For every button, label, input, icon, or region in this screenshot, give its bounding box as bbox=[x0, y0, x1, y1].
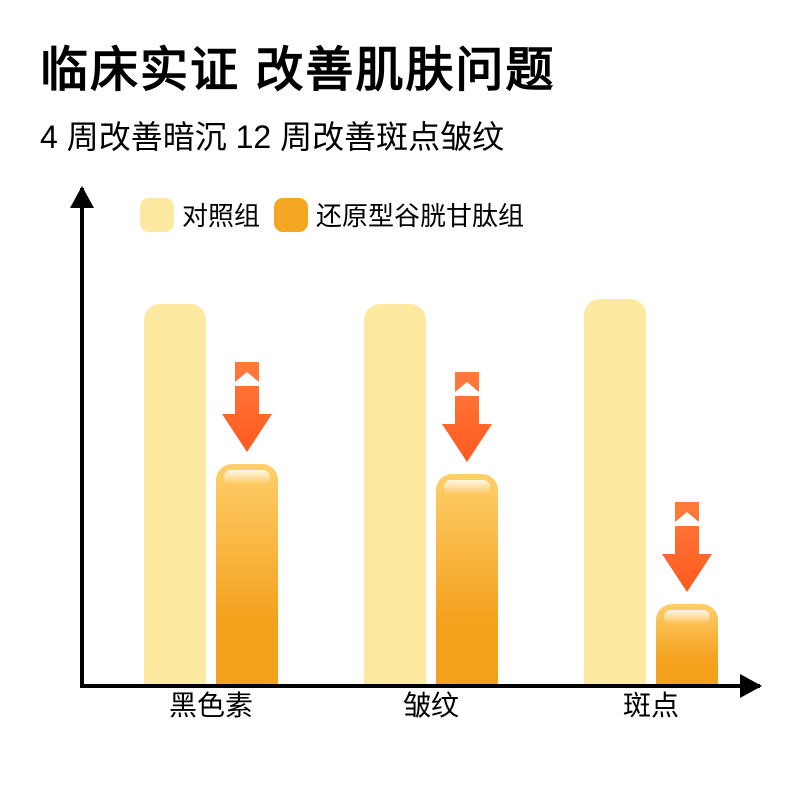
x-axis-label: 斑点 bbox=[601, 684, 701, 724]
bar-treatment bbox=[656, 604, 718, 684]
bar-highlight bbox=[444, 480, 490, 494]
bar-highlight bbox=[664, 610, 710, 624]
chart: 对照组 还原型谷胱甘肽组 bbox=[40, 188, 760, 718]
bar-group bbox=[364, 304, 524, 684]
plot-area bbox=[84, 224, 724, 684]
bar-highlight bbox=[224, 470, 270, 484]
legend-swatch-b bbox=[274, 198, 308, 232]
bar-group bbox=[584, 299, 744, 684]
bar-control bbox=[584, 299, 646, 684]
legend: 对照组 还原型谷胱甘肽组 bbox=[140, 196, 524, 233]
x-axis-label: 黑色素 bbox=[161, 684, 261, 724]
legend-label-a: 对照组 bbox=[182, 196, 260, 233]
page-title: 临床实证 改善肌肤问题 bbox=[40, 30, 760, 100]
bar-treatment bbox=[436, 474, 498, 684]
legend-label-b: 还原型谷胱甘肽组 bbox=[316, 196, 524, 233]
bar-group bbox=[144, 304, 304, 684]
page-subtitle: 4 周改善暗沉 12 周改善斑点皱纹 bbox=[40, 112, 760, 158]
bar-treatment bbox=[216, 464, 278, 684]
legend-swatch-a bbox=[140, 198, 174, 232]
bar-control bbox=[144, 304, 206, 684]
bar-control bbox=[364, 304, 426, 684]
x-axis-label: 皱纹 bbox=[381, 684, 481, 724]
